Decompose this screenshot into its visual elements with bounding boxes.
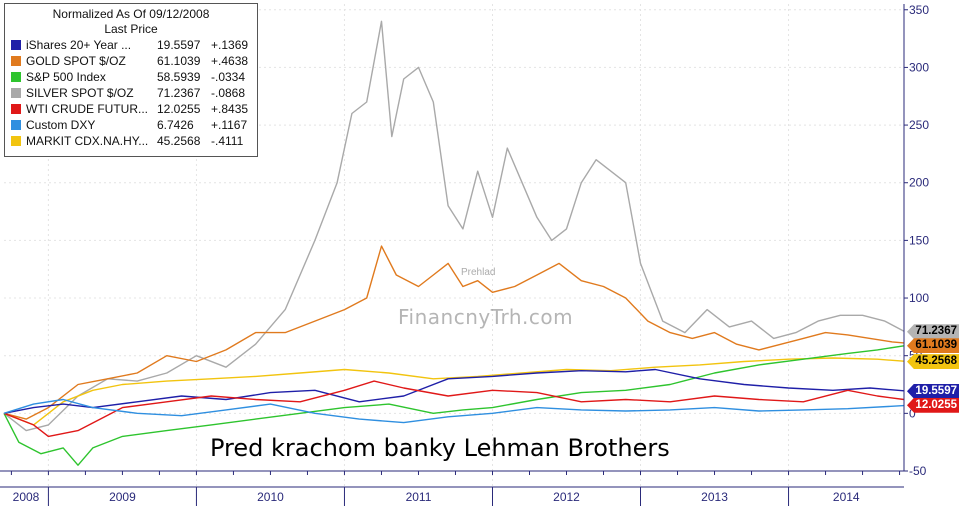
faint-mark: Prehlad	[461, 267, 496, 278]
series-line	[3, 380, 905, 438]
legend-swatch	[11, 72, 21, 82]
x-tick-label: 2014	[833, 490, 860, 504]
legend-item-change: +.8435	[211, 102, 249, 116]
series-line	[3, 398, 905, 424]
legend-item-name: GOLD SPOT $/OZ	[26, 54, 126, 68]
legend-item: SILVER SPOT $/OZ 71.2367 -.0868	[5, 85, 257, 101]
x-tick-label: 2008	[13, 490, 40, 504]
value-tag: 61.1039	[907, 338, 959, 354]
legend-swatch	[11, 88, 21, 98]
value-tag: 71.2367	[907, 324, 959, 340]
legend-swatch	[11, 136, 21, 146]
legend-item-price: 6.7426	[157, 118, 194, 132]
legend-rows: iShares 20+ Year ... 19.5597 +.1369 GOLD SP…	[5, 37, 257, 149]
legend-item-price: 71.2367	[157, 86, 201, 100]
x-tick-label: 2011	[406, 490, 432, 504]
y-tick-label: 250	[909, 118, 929, 132]
y-tick-label: 200	[909, 176, 929, 190]
x-tick-label: 2010	[257, 490, 284, 504]
watermark: FinancnyTrh.com	[398, 305, 574, 329]
y-tick-label: 100	[909, 291, 929, 305]
legend-item: GOLD SPOT $/OZ 61.1039 +.4638	[5, 53, 257, 69]
legend-item-change: -.0334	[211, 70, 246, 84]
legend-item: Custom DXY 6.7426 +.1167	[5, 117, 257, 133]
legend: Normalized As Of 09/12/2008 Last Price i…	[4, 3, 258, 157]
y-tick-label: 350	[909, 3, 929, 17]
legend-item-name: MARKIT CDX.NA.HY...	[26, 134, 149, 148]
legend-header-column: Last Price	[104, 22, 158, 36]
x-tick-label: 2012	[553, 490, 580, 504]
legend-item-change: -.0868	[211, 86, 246, 100]
legend-item-price: 19.5597	[157, 38, 201, 52]
series-line	[3, 20, 905, 432]
legend-item-price: 12.0255	[157, 102, 201, 116]
legend-item-name: iShares 20+ Year ...	[26, 38, 132, 52]
x-tick-label: 2013	[701, 490, 728, 504]
legend-item-name: Custom DXY	[26, 118, 96, 132]
value-tag: 45.2568	[907, 354, 959, 370]
legend-item-name: WTI CRUDE FUTUR...	[26, 102, 148, 116]
value-tag: 12.0255	[907, 397, 959, 413]
legend-item-name: S&P 500 Index	[26, 70, 106, 84]
caption: Pred krachom banky Lehman Brothers	[210, 434, 670, 462]
legend-item-change: -.4111	[211, 134, 244, 148]
legend-item: WTI CRUDE FUTUR... 12.0255 +.8435	[5, 101, 257, 117]
legend-header-date: Normalized As Of 09/12/2008	[52, 7, 210, 21]
y-tick-label: 150	[909, 233, 929, 247]
y-tick-label: 0	[909, 406, 916, 420]
legend-swatch	[11, 120, 21, 130]
legend-swatch	[11, 40, 21, 50]
series-line	[3, 357, 905, 426]
legend-item-name: SILVER SPOT $/OZ	[26, 86, 134, 100]
y-tick-label: 300	[909, 60, 929, 74]
series-line	[3, 368, 905, 414]
legend-swatch	[11, 104, 21, 114]
series-line	[3, 345, 905, 466]
series-line	[3, 245, 905, 420]
legend-item-change: +.1369	[211, 38, 249, 52]
value-tag: 19.5597	[907, 383, 959, 399]
legend-item-change: +.4638	[211, 54, 249, 68]
legend-swatch	[11, 56, 21, 66]
legend-item-change: +.1167	[211, 118, 248, 132]
legend-item: S&P 500 Index 58.5939 -.0334	[5, 69, 257, 85]
y-tick-label: -50	[909, 464, 927, 478]
x-tick-label: 2009	[109, 490, 136, 504]
legend-item-price: 58.5939	[157, 70, 201, 84]
legend-item: MARKIT CDX.NA.HY... 45.2568 -.4111	[5, 133, 257, 149]
legend-item-price: 61.1039	[157, 54, 201, 68]
legend-item: iShares 20+ Year ... 19.5597 +.1369	[5, 37, 257, 53]
legend-item-price: 45.2568	[157, 134, 201, 148]
